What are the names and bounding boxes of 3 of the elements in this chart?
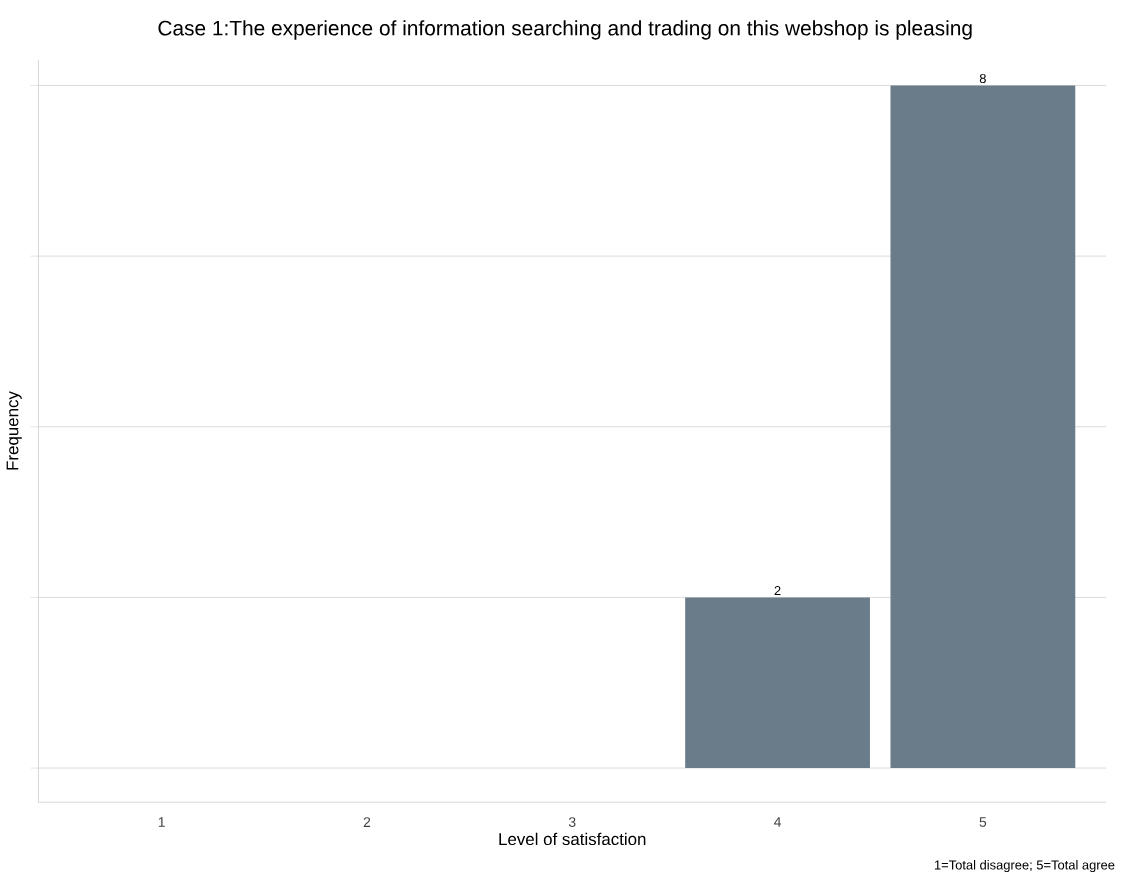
x-axis-title: Level of satisfaction: [499, 832, 646, 846]
y-axis-title: Frequency: [6, 391, 22, 470]
chart-title: Case 1:The experience of information searching and trading on this webshop is pleasing: [158, 20, 972, 40]
